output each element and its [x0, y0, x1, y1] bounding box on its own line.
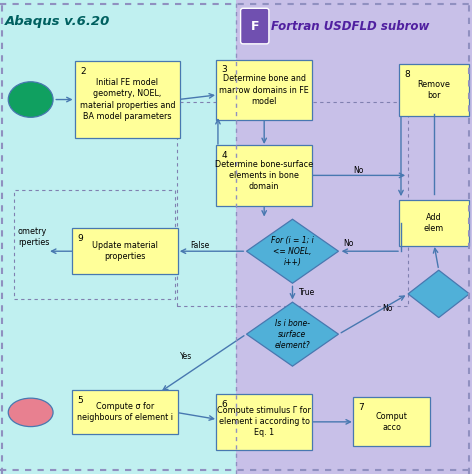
Text: No: No	[383, 304, 393, 313]
Text: For (i = 1; i
<= NOEL,
i++): For (i = 1; i <= NOEL, i++)	[271, 236, 314, 267]
Text: 9: 9	[78, 234, 83, 243]
Text: False: False	[190, 241, 210, 250]
Text: ometry
rperties: ometry rperties	[18, 227, 49, 247]
FancyBboxPatch shape	[399, 200, 469, 246]
Text: Determine bone-surface
elements in bone
domain: Determine bone-surface elements in bone …	[215, 160, 313, 191]
Text: Add
elem: Add elem	[424, 213, 444, 233]
FancyBboxPatch shape	[236, 0, 472, 474]
Text: Is i bone-
surface
element?: Is i bone- surface element?	[274, 319, 310, 350]
FancyBboxPatch shape	[75, 61, 180, 138]
FancyBboxPatch shape	[216, 394, 312, 450]
Text: Fortran USDFLD subrow: Fortran USDFLD subrow	[271, 19, 429, 33]
Text: 4: 4	[221, 151, 227, 160]
Text: Compute σ for
neighbours of element i: Compute σ for neighbours of element i	[77, 402, 173, 422]
Text: F: F	[250, 19, 259, 33]
Text: True: True	[300, 289, 316, 297]
Text: Compute stimulus Γ for
element i according to
Eq. 1: Compute stimulus Γ for element i accordi…	[217, 406, 311, 438]
Text: Comput
acco: Comput acco	[375, 412, 408, 432]
Text: 6: 6	[221, 400, 227, 409]
FancyBboxPatch shape	[73, 391, 178, 434]
Text: 8: 8	[404, 70, 410, 79]
Text: Abaqus v.6.20: Abaqus v.6.20	[5, 15, 110, 28]
Ellipse shape	[8, 398, 53, 427]
Text: No: No	[344, 239, 354, 248]
FancyBboxPatch shape	[0, 0, 236, 474]
Text: Determine bone and
marrow domains in FE
model: Determine bone and marrow domains in FE …	[219, 74, 309, 106]
Text: 7: 7	[358, 403, 364, 412]
Text: Initial FE model
geometry, NOEL,
material properties and
BA model parameters: Initial FE model geometry, NOEL, materia…	[80, 78, 175, 121]
Ellipse shape	[8, 82, 53, 117]
FancyBboxPatch shape	[353, 397, 430, 447]
Text: No: No	[353, 166, 363, 175]
FancyBboxPatch shape	[241, 9, 269, 44]
FancyBboxPatch shape	[73, 228, 178, 274]
Polygon shape	[246, 302, 338, 366]
Text: Remove
bor: Remove bor	[418, 80, 450, 100]
Polygon shape	[246, 219, 338, 283]
Polygon shape	[408, 270, 469, 318]
Text: 2: 2	[80, 67, 86, 75]
FancyBboxPatch shape	[216, 60, 312, 120]
FancyBboxPatch shape	[399, 64, 469, 116]
Text: 5: 5	[78, 396, 83, 405]
Text: Update material
properties: Update material properties	[92, 241, 158, 261]
FancyBboxPatch shape	[216, 145, 312, 206]
Text: 3: 3	[221, 65, 227, 74]
Text: Yes: Yes	[180, 352, 192, 361]
